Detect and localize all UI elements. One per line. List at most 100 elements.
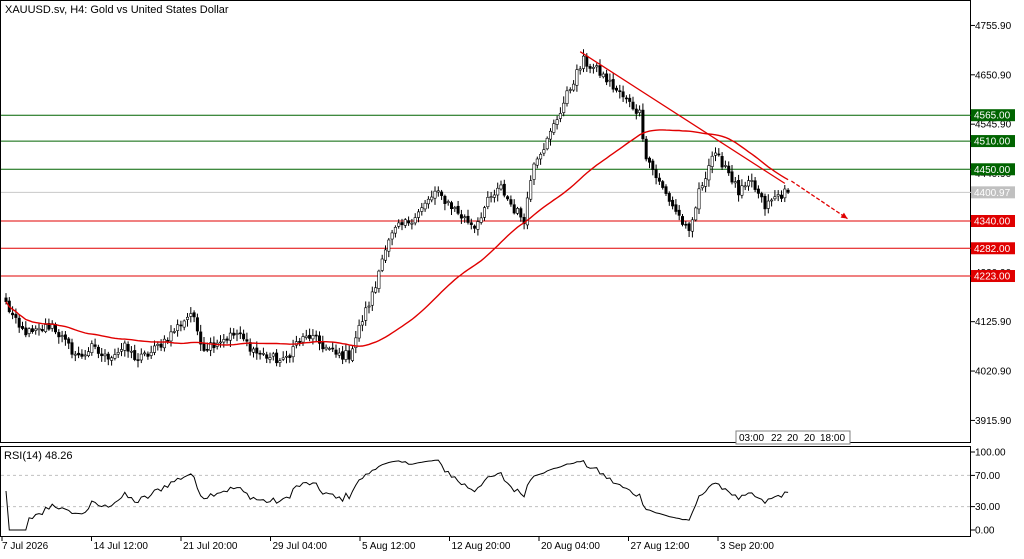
trendline[interactable] [579,51,786,184]
time-tick-label-5: 12 Aug 20:00 [452,541,511,552]
ma-layer [5,129,789,347]
candle [588,63,592,74]
candle [225,336,229,344]
candle [572,80,576,92]
time-box-label-2: 20 [787,433,799,444]
time-box-label-3: 20 [804,433,816,444]
candle [684,221,688,229]
candle [195,313,199,336]
time-box[interactable]: 03:00 22 20 20 18:00 [735,430,851,445]
candle [17,314,21,333]
price-tick-label-7: 4020.90 [975,367,1012,378]
candle [304,329,308,340]
candle [704,171,708,193]
candle [407,216,411,226]
candle [413,213,417,226]
candle [776,190,780,202]
candle [420,202,424,216]
candle [360,315,364,332]
candle [159,339,163,352]
candle [443,194,447,211]
candle [166,337,170,345]
price-tick-label-1: 4650.90 [975,70,1012,81]
rsi-indicator: 100.00 70.00 30.00 0.00 [1,448,1006,537]
candle [773,190,777,201]
rsi-tick-label-0: 100.00 [975,448,1006,459]
candle [750,173,754,188]
candle [367,301,371,314]
candle [189,307,193,323]
candle [463,214,467,223]
candle [760,191,764,203]
candle [545,136,549,151]
projection-arrow-head [840,212,848,219]
candle [334,344,338,358]
candle [608,73,612,87]
candle [783,185,787,203]
candle [60,330,64,343]
svg-text:4223.00: 4223.00 [974,272,1011,283]
candle [27,327,31,338]
candle [354,330,358,354]
candle [390,229,394,246]
candle [473,224,477,234]
candle [357,319,361,342]
candle [268,352,272,364]
candle [453,205,457,212]
candle [631,96,635,111]
candle [235,329,239,342]
candle [288,353,292,363]
candle [258,350,262,360]
time-tick-label-7: 27 Aug 12:00 [631,541,690,552]
candle [512,199,516,215]
rsi-label: RSI(14) 48.26 [4,450,72,462]
candle [327,346,331,351]
candle [96,344,100,359]
rsi-panel-frame [0,446,971,537]
candle [733,177,737,188]
price-tick-label-0: 4755.90 [975,21,1012,32]
candle [176,319,180,337]
candle [238,326,242,339]
last-price-tag-0: 4400.97 [971,186,1015,199]
candle [440,189,444,200]
candle [436,186,440,197]
svg-text:4340.00: 4340.00 [974,217,1011,228]
candle [242,329,246,342]
projection-arrow[interactable] [791,180,848,220]
candle [70,338,74,359]
candle [723,160,727,169]
candle [737,174,741,202]
svg-text:4510.00: 4510.00 [974,137,1011,148]
candle [90,340,94,356]
candle [476,217,480,236]
support-price-tag-0: 4340.00 [971,215,1015,228]
candle [674,199,678,215]
candle [162,335,166,352]
resistance-price-tag-0: 4565.00 [971,109,1015,122]
svg-text:4450.00: 4450.00 [974,165,1011,176]
candle [499,180,503,191]
candle [248,338,252,356]
candle [770,198,774,207]
candle [651,158,655,176]
candle [756,185,760,199]
candle [710,151,714,174]
candle [647,156,651,169]
candle [275,349,279,367]
candle [129,346,133,359]
candle [687,221,691,238]
candle [535,156,539,169]
candle [393,225,397,238]
candle [172,328,176,334]
candle [519,206,523,222]
candle [575,64,579,92]
candle [281,351,285,362]
candle [601,71,605,79]
rsi-tick-label-3: 0.00 [975,526,995,537]
candle [522,213,526,230]
candle [337,347,341,359]
chart-title: XAUUSD.sv, H4: Gold vs United States Dol… [5,4,229,16]
candle [568,87,572,94]
